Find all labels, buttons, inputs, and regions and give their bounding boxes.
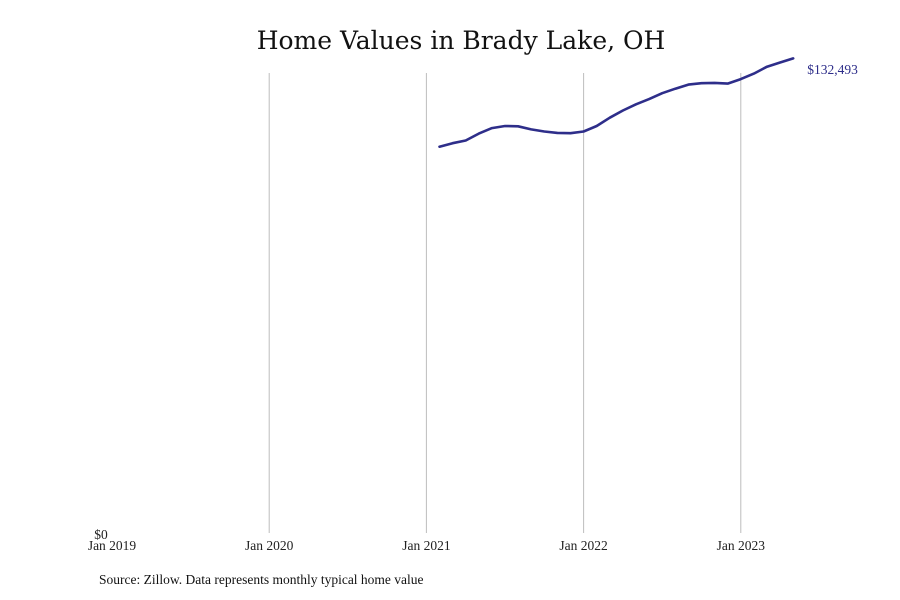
- x-tick-label: Jan 2023: [717, 538, 766, 553]
- x-tick-label: Jan 2022: [559, 538, 607, 553]
- series-line: [438, 57, 795, 148]
- gridlines: [268, 73, 742, 533]
- y-tick-label: $0: [94, 527, 108, 542]
- source-note: Source: Zillow. Data represents monthly …: [99, 572, 424, 587]
- chart-title: Home Values in Brady Lake, OH: [256, 26, 666, 55]
- x-axis-ticks: Jan 2019 Jan 2020 Jan 2021 Jan 2022 Jan 2023: [88, 538, 765, 553]
- end-value-label: $132,493: [807, 62, 858, 77]
- y-axis-ticks: $0: [94, 527, 108, 542]
- x-tick-label: Jan 2021: [402, 538, 450, 553]
- x-tick-label: Jan 2019: [88, 538, 137, 553]
- series-layer: $132,493: [438, 57, 858, 148]
- x-tick-label: Jan 2020: [245, 538, 294, 553]
